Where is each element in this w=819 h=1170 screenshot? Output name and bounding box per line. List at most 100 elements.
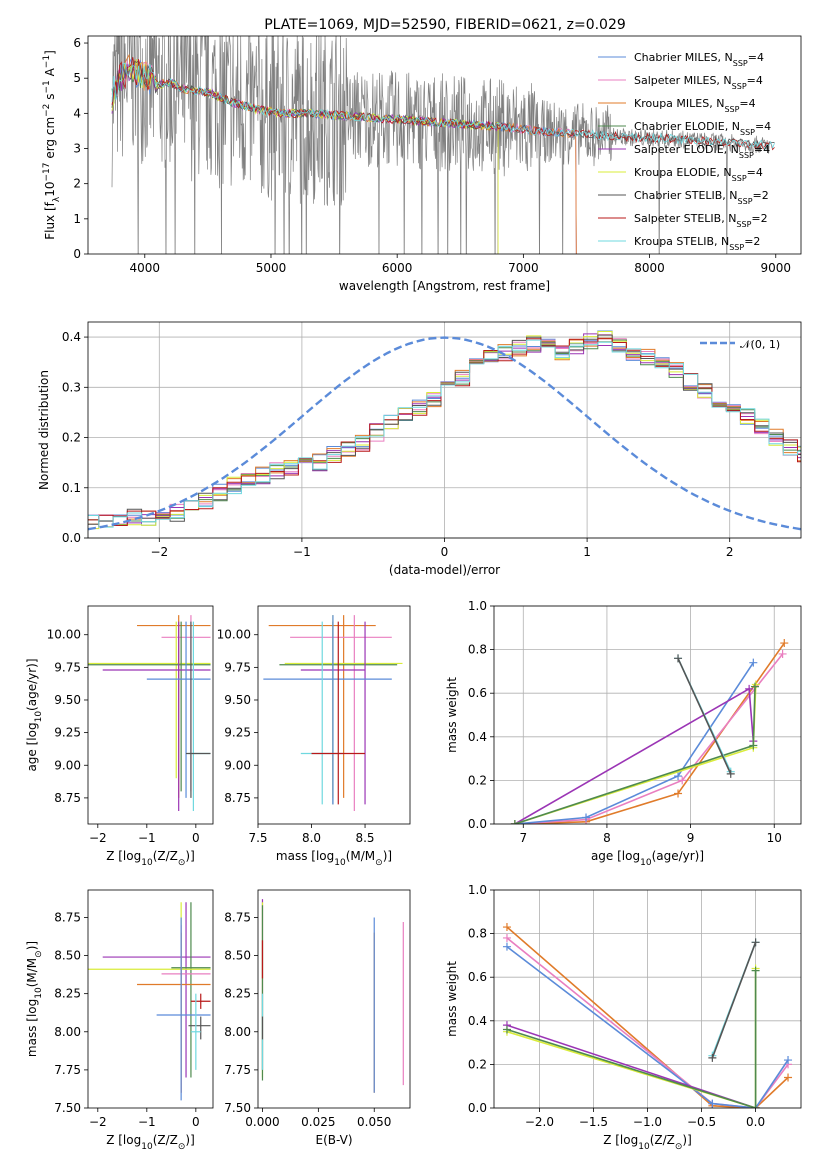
y-tick-label: 9.50 [224, 693, 251, 707]
label-part: (age/yr)] [652, 849, 704, 863]
x-tick-label: 8.5 [355, 831, 374, 845]
series-line-chabrier-stelib [677, 657, 732, 775]
data-layer [88, 615, 211, 811]
y-tick-label: 8.00 [224, 1025, 251, 1039]
y-tick-label: 8.50 [54, 949, 81, 963]
label-part: erg cm [43, 117, 57, 163]
y-tick-label: 1.0 [468, 599, 487, 613]
legend-entry: Chabrier STELIB, NSSP=2 [634, 189, 769, 206]
legend-entry: Salpeter STELIB, NSSP=2 [634, 212, 768, 229]
label-part: −1 [42, 55, 52, 68]
series-line-chabrier-elodie [506, 970, 757, 1108]
label-part: −17 [42, 162, 52, 181]
series-line-kroupa-miles [514, 642, 785, 824]
series-marker [745, 684, 754, 693]
series-marker [678, 776, 687, 785]
y-tick-label: 9.00 [224, 758, 251, 772]
axes-frame [87, 605, 214, 825]
y-tick-label: 7.50 [54, 1101, 81, 1115]
y-tick-label: 10.00 [47, 628, 81, 642]
axes-frame [257, 605, 411, 825]
histogram-kroupa-stelib [88, 339, 801, 528]
y-tick-label: 8.25 [54, 987, 81, 1001]
label-part: s [43, 93, 57, 103]
label-part: −1 [42, 80, 52, 93]
label-part: Z [log [106, 849, 141, 863]
series-marker [674, 654, 683, 663]
label-part: age [log [591, 849, 640, 863]
x-tick-label: 6000 [382, 261, 413, 275]
x-tick-label: 7 [519, 831, 527, 845]
label-part: (M/M [25, 958, 39, 987]
x-tick-label: −1.5 [579, 1115, 608, 1129]
label-part: ⊙ [675, 1142, 683, 1152]
y-tick-label: 9.25 [54, 726, 81, 740]
y-tick-label: 2 [73, 177, 81, 191]
series-marker [780, 639, 789, 648]
legend-text-part: =4 [747, 166, 763, 179]
y-tick-label: 0.1 [62, 481, 81, 495]
label-part: (Z/Z [153, 849, 178, 863]
series-marker [674, 789, 683, 798]
y-tick-label: 0.0 [468, 1101, 487, 1115]
histogram-salpeter-elodie [88, 333, 801, 524]
histogram-kroupa-miles [88, 337, 801, 528]
legend-text-part: SSP [732, 174, 747, 183]
label-part: )] [185, 849, 194, 863]
x-tick-label: 9000 [760, 261, 791, 275]
label-part: 10 [43, 181, 57, 196]
x-axis-label: mass [log10(M/M⊙)] [276, 849, 392, 868]
legend-text-part: Salpeter ELODIE, N [634, 143, 739, 156]
legend-entry: Chabrier MILES, NSSP=4 [634, 51, 764, 68]
legend-entry: Kroupa STELIB, NSSP=2 [634, 235, 760, 252]
label-part: λ [52, 196, 62, 202]
x-tick-label: 0 [192, 1115, 200, 1129]
axes-frame [87, 889, 214, 1109]
y-tick-label: 0.0 [62, 531, 81, 545]
x-tick-label: 0 [441, 545, 449, 559]
series-marker [726, 769, 735, 778]
model-line-salpeter-stelib [111, 57, 775, 151]
series-marker [749, 658, 758, 667]
y-tick-label: 7.75 [224, 1063, 251, 1077]
model-line-chabrier-stelib [111, 60, 775, 151]
series-marker [674, 772, 683, 781]
data-layer [263, 615, 403, 811]
x-tick-label: −1 [138, 1115, 156, 1129]
y-axis-label: age [log10(age/yr)] [25, 658, 44, 771]
legend-entry: Kroupa MILES, NSSP=4 [634, 97, 756, 114]
y-axis-label: mass weight [445, 961, 459, 1037]
data-layer [111, 36, 775, 254]
label-part: 10 [638, 1142, 650, 1152]
y-tick-label: 1.0 [468, 883, 487, 897]
label-part: A [43, 67, 57, 80]
y-tick-label: 0.2 [468, 1057, 487, 1071]
y-tick-label: 8.50 [224, 949, 251, 963]
series-marker [784, 1056, 793, 1065]
histogram-salpeter-stelib [88, 338, 801, 526]
axes-frame [493, 889, 802, 1109]
label-part: (M/M [346, 849, 375, 863]
y-axis-label: Normed distribution [37, 370, 51, 490]
y-tick-label: 0.2 [62, 431, 81, 445]
label-part: mass [log [25, 999, 39, 1057]
legend-text-part: =4 [747, 74, 763, 87]
axes-frame [493, 605, 802, 825]
x-tick-label: 7000 [508, 261, 539, 275]
y-tick-label: 3 [73, 142, 81, 156]
series-marker [502, 923, 511, 932]
x-tick-label: 8 [603, 831, 611, 845]
x-axis-label: (data-model)/error [389, 563, 500, 577]
series-marker [502, 1025, 511, 1034]
legend-entry: Salpeter MILES, NSSP=4 [634, 74, 763, 91]
series-line-chabrier-stelib [711, 942, 757, 1059]
x-tick-label: −2 [89, 831, 107, 845]
label-part: )] [682, 1133, 691, 1147]
legend-text-part: =2 [744, 235, 760, 248]
y-tick-label: 9.75 [54, 660, 81, 674]
legend-text-part: =4 [748, 51, 764, 64]
observed-spectrum-line [111, 36, 770, 254]
